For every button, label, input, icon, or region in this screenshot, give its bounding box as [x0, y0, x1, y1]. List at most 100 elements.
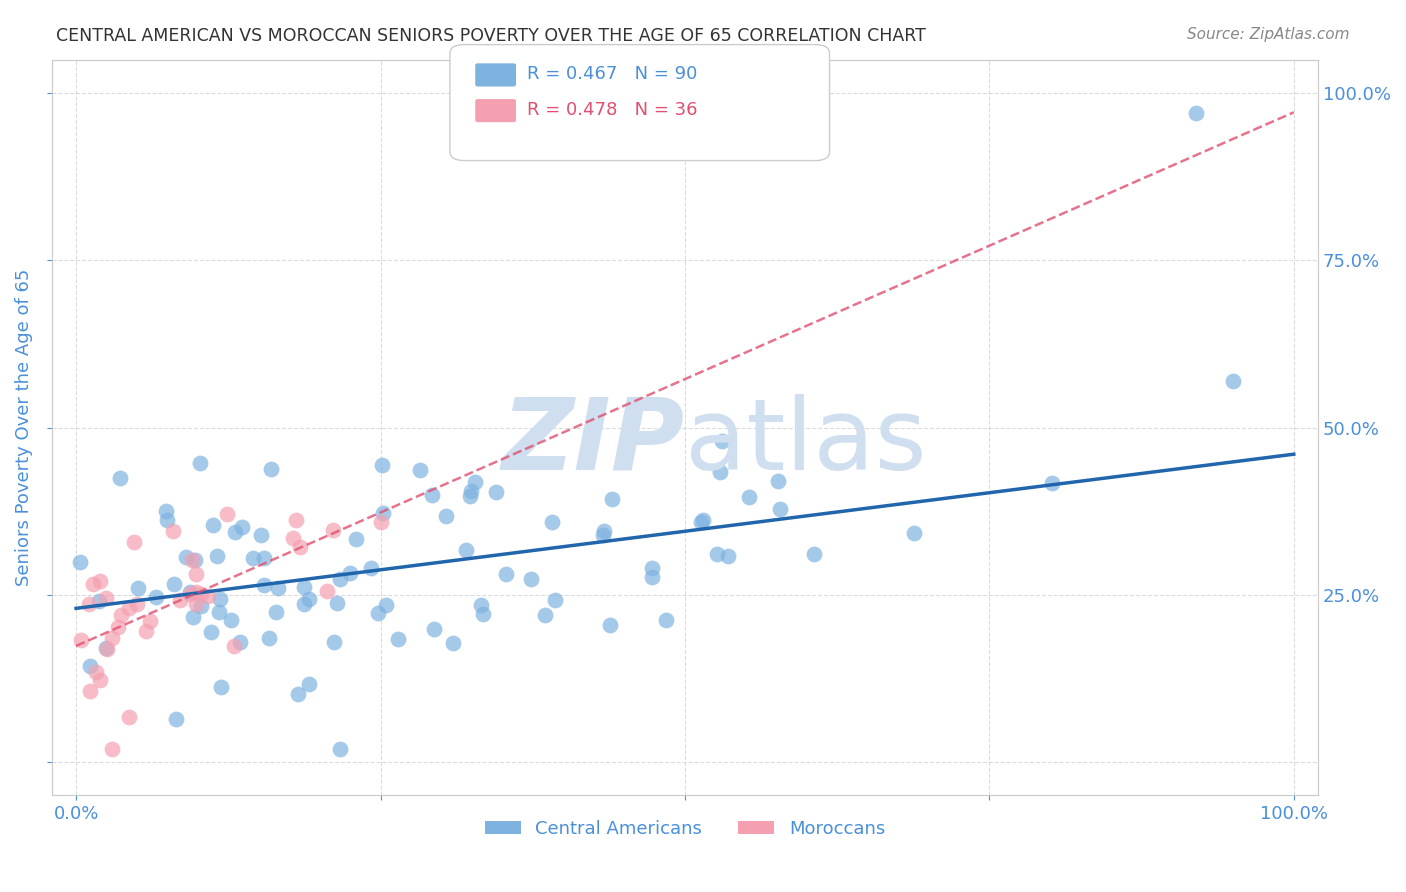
Point — [441, 636, 464, 650]
Point — [89, 574, 111, 589]
Point — [79, 683, 101, 698]
Point — [190, 587, 212, 601]
Point — [298, 592, 321, 607]
Text: CENTRAL AMERICAN VS MOROCCAN SENIORS POVERTY OVER THE AGE OF 65 CORRELATION CHAR: CENTRAL AMERICAN VS MOROCCAN SENIORS POV… — [56, 27, 927, 45]
Point — [186, 585, 208, 599]
Point — [367, 606, 389, 620]
Point — [803, 547, 825, 561]
Point — [101, 631, 124, 645]
Point — [541, 515, 564, 529]
Point — [135, 624, 157, 639]
Point — [184, 567, 207, 582]
Point — [181, 553, 204, 567]
Point — [593, 524, 616, 538]
Point — [292, 597, 315, 611]
Text: atlas: atlas — [685, 393, 927, 491]
Point — [69, 632, 91, 647]
Point — [1222, 374, 1244, 388]
Point — [200, 624, 222, 639]
Point — [181, 609, 204, 624]
Point — [82, 576, 104, 591]
Text: Source: ZipAtlas.com: Source: ZipAtlas.com — [1187, 27, 1350, 42]
Point — [101, 741, 124, 756]
Point — [655, 613, 678, 627]
Point — [458, 489, 481, 503]
Point — [706, 547, 728, 561]
Point — [738, 490, 761, 504]
Point — [108, 471, 131, 485]
Point — [118, 601, 141, 615]
Point — [165, 712, 187, 726]
Point — [322, 523, 344, 537]
Point — [420, 488, 443, 502]
Point — [288, 540, 311, 554]
Point — [207, 549, 229, 564]
Point — [208, 605, 231, 619]
Point — [284, 513, 307, 527]
Point — [107, 620, 129, 634]
Point — [96, 642, 118, 657]
Point — [298, 677, 321, 691]
Point — [145, 590, 167, 604]
Point — [1042, 475, 1064, 490]
Point — [155, 503, 177, 517]
Point — [77, 597, 100, 611]
Point — [370, 515, 392, 529]
Point — [184, 553, 207, 567]
Point — [768, 474, 790, 488]
Point — [190, 599, 212, 613]
Point — [641, 570, 664, 584]
Point — [495, 567, 517, 582]
Point — [599, 618, 621, 632]
Point — [464, 475, 486, 489]
Point — [138, 614, 160, 628]
Point — [287, 687, 309, 701]
Point — [281, 532, 304, 546]
Point — [371, 458, 394, 473]
Point — [215, 508, 238, 522]
Point — [326, 596, 349, 610]
Point — [1185, 106, 1208, 120]
Point — [329, 572, 352, 586]
Point — [169, 593, 191, 607]
Point — [485, 484, 508, 499]
Point — [711, 434, 734, 449]
Point — [460, 483, 482, 498]
Point — [375, 599, 398, 613]
Point — [454, 542, 477, 557]
Y-axis label: Seniors Poverty Over the Age of 65: Seniors Poverty Over the Age of 65 — [15, 268, 32, 586]
Point — [118, 710, 141, 724]
Point — [87, 594, 110, 608]
Point — [371, 506, 394, 520]
Point — [709, 465, 731, 479]
Point — [470, 598, 492, 612]
Text: R = 0.478   N = 36: R = 0.478 N = 36 — [527, 101, 697, 119]
Text: ZIP: ZIP — [502, 393, 685, 491]
Point — [769, 502, 792, 516]
Point — [253, 577, 276, 591]
Point — [409, 463, 432, 477]
Point — [387, 632, 409, 646]
Point — [224, 524, 246, 539]
Point — [197, 590, 219, 604]
Point — [339, 566, 361, 580]
Point — [717, 549, 740, 563]
Point — [267, 581, 290, 595]
Point — [360, 560, 382, 574]
Point — [163, 576, 186, 591]
Point — [229, 634, 252, 648]
Point — [257, 631, 280, 645]
Point — [110, 608, 132, 623]
Point — [125, 597, 148, 611]
Point — [209, 680, 232, 694]
Point — [179, 585, 201, 599]
Point — [250, 528, 273, 542]
Point — [640, 561, 662, 575]
Point — [174, 549, 197, 564]
Point — [96, 640, 118, 655]
Point — [156, 513, 179, 527]
Point — [190, 456, 212, 470]
Point — [600, 492, 623, 507]
Point — [208, 591, 231, 606]
Point — [329, 741, 352, 756]
